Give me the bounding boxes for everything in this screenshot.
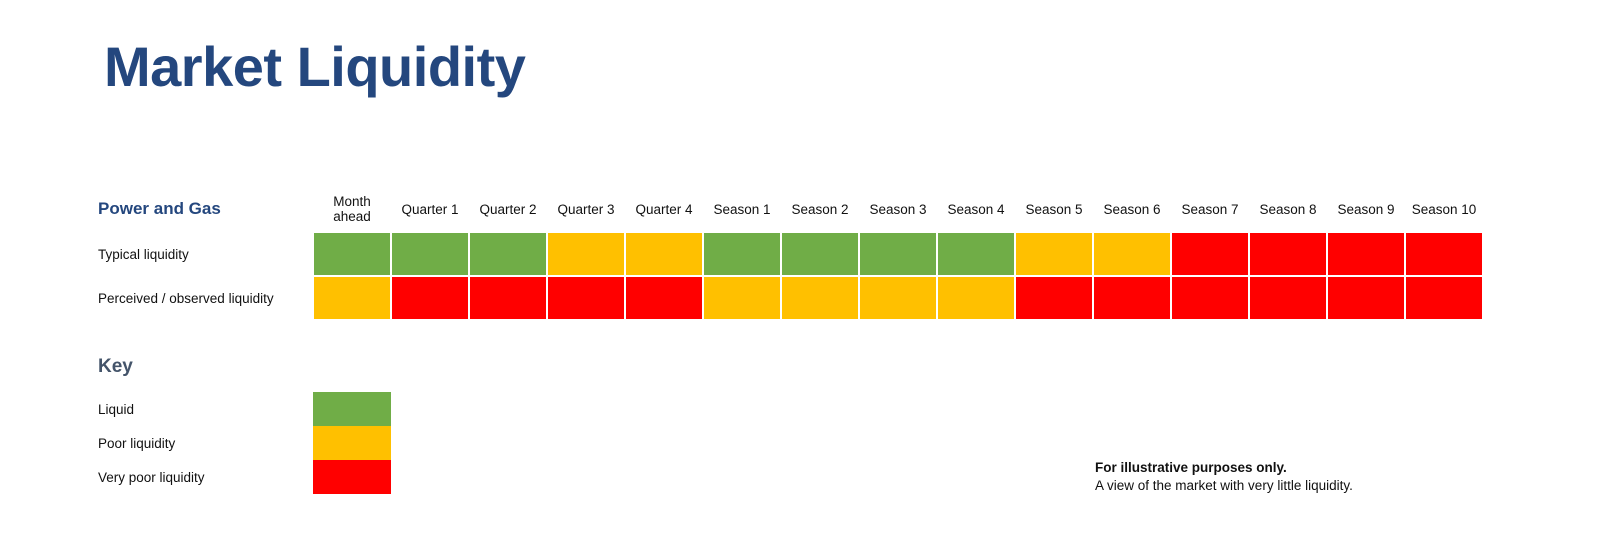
liquidity-cell-very_poor — [1327, 276, 1405, 320]
footnote-body: A view of the market with very little li… — [1095, 478, 1353, 493]
legend-swatch-poor — [313, 426, 391, 460]
legend-item-label: Poor liquidity — [98, 435, 176, 451]
liquidity-cell-poor — [703, 276, 781, 320]
footnote: For illustrative purposes only. A view o… — [1095, 459, 1353, 495]
column-header: Season 1 — [713, 201, 771, 217]
liquidity-cell-poor — [937, 276, 1015, 320]
legend-item: Very poor liquidity — [98, 460, 391, 494]
liquidity-cell-very_poor — [547, 276, 625, 320]
row-label: Perceived / observed liquidity — [98, 290, 274, 306]
legend-item-label: Very poor liquidity — [98, 469, 205, 485]
liquidity-cell-liquid — [703, 232, 781, 276]
column-header: Season 5 — [1025, 201, 1083, 217]
table-row: Typical liquidity — [98, 232, 1483, 276]
legend-items: Liquid Poor liquidity Very poor liquidity — [98, 392, 391, 494]
liquidity-cell-very_poor — [391, 276, 469, 320]
liquidity-cell-very_poor — [1171, 276, 1249, 320]
liquidity-cell-very_poor — [1015, 276, 1093, 320]
column-header: Season 3 — [869, 201, 927, 217]
page-title: Market Liquidity — [104, 35, 526, 98]
table-row: Perceived / observed liquidity — [98, 276, 1483, 320]
section-label: Power and Gas — [98, 199, 221, 218]
legend-swatch-very_poor — [313, 460, 391, 494]
legend-heading: Key — [98, 356, 133, 377]
legend-item-label: Liquid — [98, 401, 135, 417]
liquidity-cell-very_poor — [1093, 276, 1171, 320]
column-header: Season 9 — [1337, 201, 1395, 217]
column-header: Season 4 — [947, 201, 1005, 217]
liquidity-cell-poor — [625, 232, 703, 276]
footnote-title: For illustrative purposes only. — [1095, 460, 1287, 475]
liquidity-cell-very_poor — [1327, 232, 1405, 276]
liquidity-cell-very_poor — [625, 276, 703, 320]
liquidity-cell-liquid — [313, 232, 391, 276]
liquidity-cell-liquid — [781, 232, 859, 276]
legend-item: Liquid — [98, 392, 391, 426]
column-header: Month ahead — [333, 194, 371, 224]
liquidity-cell-poor — [1015, 232, 1093, 276]
liquidity-cell-very_poor — [1249, 276, 1327, 320]
liquidity-cell-very_poor — [1405, 276, 1483, 320]
liquidity-table: Power and Gas Month ahead Quarter 1 Quarte… — [98, 186, 1483, 320]
liquidity-cell-very_poor — [1249, 232, 1327, 276]
table-header-row: Power and Gas Month ahead Quarter 1 Quarte… — [98, 186, 1483, 232]
liquidity-cell-liquid — [391, 232, 469, 276]
column-header: Quarter 4 — [635, 201, 693, 217]
column-header: Season 8 — [1259, 201, 1317, 217]
legend: Key Liquid Poor liquidity Very poor liquid… — [98, 356, 391, 494]
liquidity-cell-very_poor — [1171, 232, 1249, 276]
liquidity-cell-poor — [781, 276, 859, 320]
liquidity-cell-poor — [1093, 232, 1171, 276]
column-header: Season 10 — [1411, 201, 1477, 217]
legend-item: Poor liquidity — [98, 426, 391, 460]
row-label: Typical liquidity — [98, 246, 189, 262]
liquidity-cell-poor — [547, 232, 625, 276]
column-header: Season 2 — [791, 201, 849, 217]
column-header: Season 6 — [1103, 201, 1161, 217]
liquidity-cell-liquid — [937, 232, 1015, 276]
liquidity-cell-liquid — [469, 232, 547, 276]
table-body: Typical liquidity Perceived / observed li… — [98, 232, 1483, 320]
column-header: Quarter 1 — [401, 201, 459, 217]
liquidity-cell-liquid — [859, 232, 937, 276]
liquidity-cell-poor — [313, 276, 391, 320]
liquidity-cell-very_poor — [1405, 232, 1483, 276]
legend-swatch-liquid — [313, 392, 391, 426]
column-header: Quarter 2 — [479, 201, 537, 217]
column-header: Quarter 3 — [557, 201, 615, 217]
liquidity-cell-poor — [859, 276, 937, 320]
liquidity-cell-very_poor — [469, 276, 547, 320]
column-header: Season 7 — [1181, 201, 1239, 217]
